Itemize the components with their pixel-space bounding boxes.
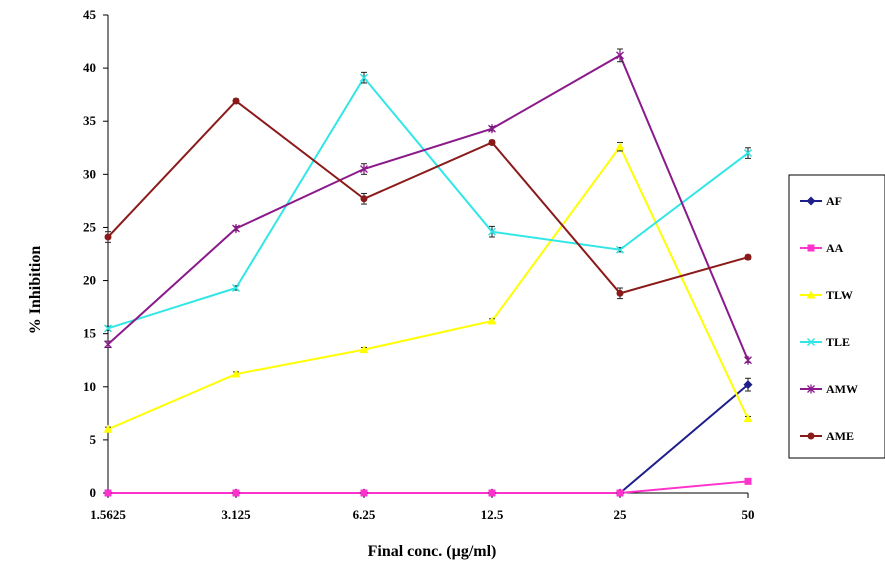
legend-label-tlw: TLW xyxy=(826,288,853,302)
y-tick-label: 45 xyxy=(83,7,97,22)
legend-marker-tlw xyxy=(806,290,816,299)
legend-label-ame: AME xyxy=(826,429,854,443)
y-tick-label: 15 xyxy=(83,326,97,341)
data-point-aa xyxy=(232,489,240,497)
legend-box xyxy=(788,174,885,459)
legend-label-aa: AA xyxy=(826,241,844,255)
data-point-tlw xyxy=(359,345,369,354)
y-tick-label: 25 xyxy=(83,219,97,234)
data-point-amw xyxy=(616,50,624,60)
chart-legend: AF AA TLW TLE AMW AME xyxy=(788,174,885,459)
data-point-tlw xyxy=(743,414,753,423)
x-tick-label: 12.5 xyxy=(481,507,504,522)
legend-label-tle: TLE xyxy=(826,335,850,349)
x-tick-label: 1.5625 xyxy=(90,507,126,522)
data-point-tle xyxy=(743,149,753,158)
data-point-tle-stroke xyxy=(615,245,625,254)
data-point-amw xyxy=(360,164,368,174)
data-point-af xyxy=(743,380,753,390)
y-axis-title: % Inhibition xyxy=(27,246,44,335)
data-point-tle xyxy=(103,324,113,333)
legend-marker-amw xyxy=(807,384,815,394)
data-point-tle xyxy=(615,245,625,254)
data-point-ame xyxy=(488,138,496,146)
y-tick-label: 10 xyxy=(83,379,96,394)
series-line-tle xyxy=(107,75,749,330)
series-line-aa xyxy=(108,480,749,494)
data-point-aa xyxy=(616,489,624,497)
data-point-tle xyxy=(359,73,369,82)
data-point-tle-stroke xyxy=(359,73,369,82)
x-tick-label: 50 xyxy=(742,507,755,522)
series-line-af xyxy=(108,383,749,494)
legend-marker-af xyxy=(806,196,816,206)
x-axis-title: Final conc. (µg/ml) xyxy=(368,543,497,560)
data-point-tlw xyxy=(231,369,241,378)
legend-label-af: AF xyxy=(826,194,842,208)
data-point-aa xyxy=(744,477,752,485)
series-lines xyxy=(107,53,749,494)
data-point-ame xyxy=(232,97,240,105)
data-point-ame xyxy=(360,195,368,203)
data-point-tlw xyxy=(487,316,497,325)
data-point-amw xyxy=(744,355,752,365)
y-tick-label: 20 xyxy=(83,273,96,288)
data-point-ame xyxy=(744,253,752,261)
data-point-amw xyxy=(232,224,240,234)
data-point-tlw xyxy=(615,142,625,151)
data-point-tle-stroke xyxy=(103,324,113,333)
data-point-tle-stroke xyxy=(743,149,753,158)
y-tick-label: 40 xyxy=(83,60,96,75)
series-line-amw xyxy=(107,53,749,361)
series-line-ame xyxy=(107,99,749,295)
x-tick-label: 3.125 xyxy=(221,507,251,522)
y-tick-label: 30 xyxy=(83,166,96,181)
data-point-tle-stroke xyxy=(231,283,241,293)
data-point-ame xyxy=(616,289,624,297)
data-point-tle-stroke xyxy=(487,227,497,236)
y-tick-label: 35 xyxy=(83,113,97,128)
data-point-tle xyxy=(487,227,497,236)
legend-marker-ame xyxy=(807,432,815,440)
data-point-aa xyxy=(104,489,112,497)
legend-marker-tle xyxy=(806,337,816,347)
series-markers xyxy=(103,48,753,498)
x-tick-label: 25 xyxy=(614,507,628,522)
data-point-amw xyxy=(104,339,112,349)
data-point-tle xyxy=(231,283,241,293)
data-point-ame xyxy=(104,233,112,241)
chart-axes: 0 5 10 15 20 25 30 35 40 45 1.5625 3.125 6.25 12.5 25 5… xyxy=(83,7,755,522)
data-point-amw xyxy=(488,124,496,134)
y-tick-label: 5 xyxy=(90,432,97,447)
legend-label-amw: AMW xyxy=(826,382,858,396)
x-tick-label: 6.25 xyxy=(353,507,376,522)
data-point-aa xyxy=(360,489,368,497)
data-point-aa xyxy=(488,489,496,497)
data-point-tlw xyxy=(103,424,113,433)
legend-marker-aa xyxy=(807,244,815,252)
series-line-tlw xyxy=(107,144,749,431)
y-tick-label: 0 xyxy=(90,485,97,500)
legend-marker-tle-stroke xyxy=(806,337,816,347)
